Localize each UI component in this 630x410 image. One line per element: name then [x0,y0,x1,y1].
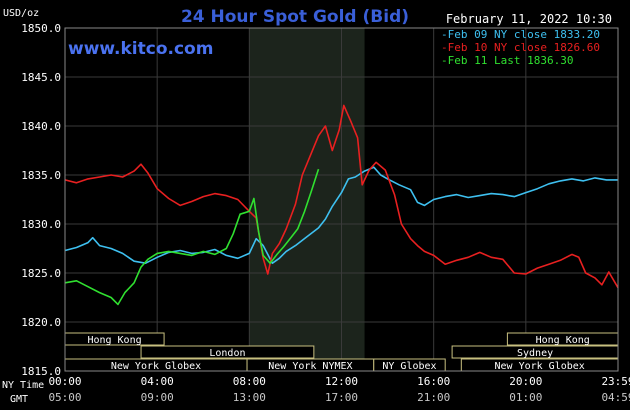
x-tick-label-ny: 23:59 [601,375,630,388]
y-tick-label: 1825.0 [21,267,61,280]
x-row-label-ny: NY Time [2,380,44,391]
x-tick-label-gmt: 13:00 [233,391,266,404]
market-session-label: NY Globex [382,361,436,372]
x-tick-label-gmt: 01:00 [509,391,542,404]
market-session-label: New York Globex [111,361,201,372]
x-tick-label-ny: 16:00 [417,375,450,388]
market-session-label: Hong Kong [536,335,590,346]
watermark: www.kitco.com [68,39,213,59]
x-tick-label-gmt: 21:00 [417,391,450,404]
market-session-box [140,345,315,359]
legend-entry-3: -Feb 11 Last 1836.30 [441,54,573,67]
y-tick-label: 1820.0 [21,316,61,329]
x-tick-label-ny: 04:00 [141,375,174,388]
market-session-label: Sydney [517,348,553,359]
series-line-3 [64,168,320,306]
x-tick-label-gmt: 04:59 [601,391,630,404]
market-session-label: Hong Kong [87,335,141,346]
series-line-1 [64,166,618,264]
legend-entry-1: -Feb 09 NY close 1833.20 [441,28,600,41]
x-tick-label-ny: 12:00 [325,375,358,388]
y-tick-label: 1845.0 [21,71,61,84]
x-tick-label-ny: 08:00 [233,375,266,388]
y-tick-label: 1850.0 [21,22,61,35]
y-axis-label: USD/oz [3,8,39,19]
y-tick-label: 1835.0 [21,169,61,182]
series-line-2 [64,104,619,289]
x-tick-label-ny: 20:00 [509,375,542,388]
plot-frame [64,27,619,372]
timestamp: February 11, 2022 10:30 [446,12,612,26]
market-session-label: New York NYMEX [268,361,352,372]
market-session-label: New York Globex [495,361,585,372]
x-tick-label-gmt: 17:00 [325,391,358,404]
x-tick-label-gmt: 09:00 [141,391,174,404]
x-row-label-gmt: GMT [10,394,28,405]
market-session-label: London [209,348,245,359]
nymex-session-shade [249,28,365,371]
y-tick-label: 1815.0 [21,365,61,378]
x-tick-label-ny: 00:00 [48,375,81,388]
y-tick-label: 1830.0 [21,218,61,231]
x-tick-label-gmt: 05:00 [48,391,81,404]
y-tick-label: 1840.0 [21,120,61,133]
chart-title: 24 Hour Spot Gold (Bid) [181,7,409,27]
legend-entry-2: -Feb 10 NY close 1826.60 [441,41,600,54]
